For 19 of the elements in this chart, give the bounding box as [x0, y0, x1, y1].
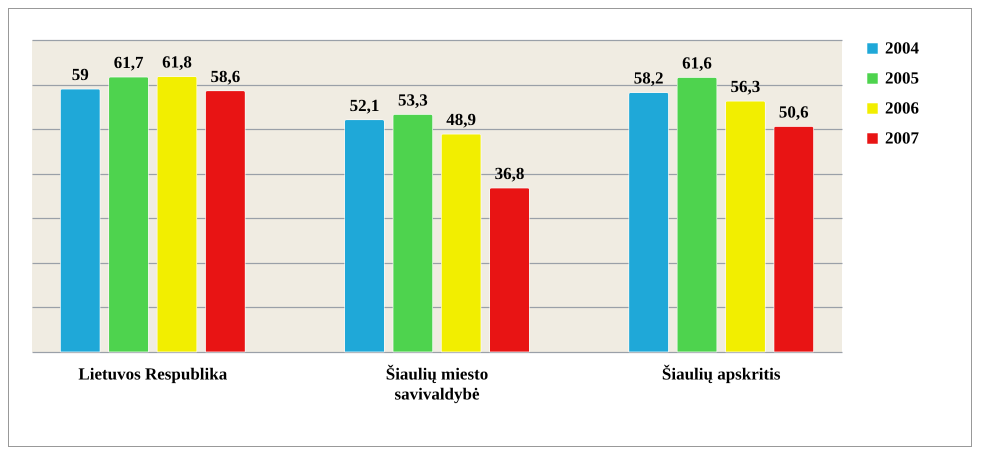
legend-label: 2007: [885, 128, 920, 148]
x-tick-label: Lietuvos Respublika: [78, 364, 228, 384]
data-label: 61,7: [114, 52, 144, 72]
data-label: 58,6: [210, 66, 240, 86]
legend-label: 2006: [885, 98, 919, 118]
data-label: 58,2: [634, 68, 664, 88]
legend-label: 2005: [885, 68, 919, 88]
data-label: 56,3: [730, 77, 760, 96]
x-tick-label: Šiaulių apskritis: [662, 364, 781, 384]
data-label: 59: [72, 65, 89, 84]
data-label: 61,6: [682, 53, 712, 72]
data-label: 36,8: [494, 164, 524, 183]
data-label: 53,3: [398, 90, 428, 110]
data-label: 61,8: [162, 52, 192, 72]
data-label: 50,6: [778, 102, 809, 122]
data-label: 48,9: [446, 110, 476, 130]
x-tick-label: Šiaulių miesto savivaldybė: [386, 364, 488, 404]
data-label: 52,1: [350, 96, 380, 115]
legend-label: 2004: [885, 38, 920, 58]
